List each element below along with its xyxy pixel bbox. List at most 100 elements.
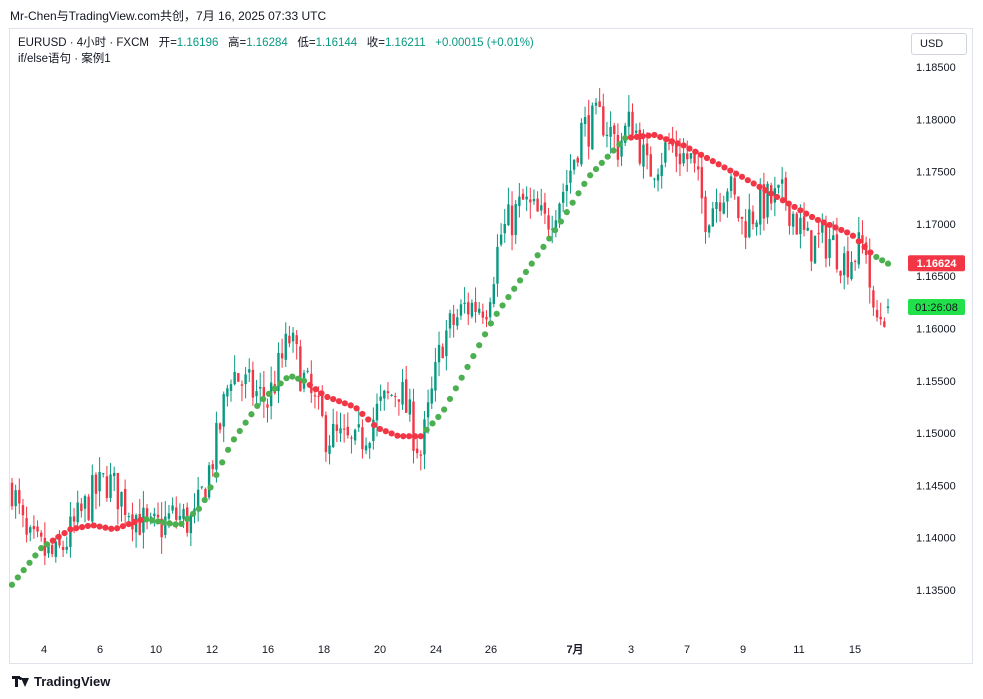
ma-dot bbox=[733, 170, 740, 177]
candle-body bbox=[700, 167, 704, 199]
candle-body bbox=[481, 311, 485, 318]
candle-body bbox=[43, 537, 47, 556]
candle-body bbox=[463, 302, 466, 304]
candle-body bbox=[240, 384, 244, 386]
ma-dot bbox=[61, 529, 68, 537]
high-value: 1.16284 bbox=[246, 37, 288, 49]
candle-body bbox=[91, 475, 94, 522]
ma-dot bbox=[435, 413, 442, 421]
ma-dot bbox=[219, 459, 226, 466]
candle-body bbox=[656, 174, 660, 181]
candle-body bbox=[839, 271, 842, 276]
indicator-label[interactable]: if/else语句 · 案例1 bbox=[18, 53, 111, 65]
candle-body bbox=[518, 196, 521, 207]
candle-body bbox=[642, 144, 645, 167]
candle-body bbox=[226, 388, 229, 397]
currency-button[interactable]: USD bbox=[911, 33, 967, 55]
ma-dot bbox=[768, 190, 775, 197]
symbol-label[interactable]: EURUSD · 4小时 · FXCM bbox=[18, 37, 149, 49]
candle-body bbox=[452, 313, 455, 325]
ma-dot bbox=[727, 167, 734, 174]
candle-body bbox=[824, 223, 828, 259]
ma-dot bbox=[417, 433, 424, 440]
candle-body bbox=[777, 184, 780, 188]
candle-body bbox=[791, 213, 795, 227]
ma-dot bbox=[657, 133, 664, 141]
ma-dot bbox=[838, 226, 845, 234]
ma-dot bbox=[540, 243, 547, 251]
candle-body bbox=[120, 491, 123, 507]
candle-body bbox=[664, 142, 667, 163]
candle-body bbox=[113, 472, 116, 477]
ma-dot bbox=[814, 216, 822, 224]
y-tick-label: 1.16500 bbox=[916, 271, 956, 283]
ma-dot bbox=[884, 260, 892, 267]
ma-dot bbox=[487, 320, 494, 327]
ma-dot bbox=[779, 197, 786, 204]
ma-dot bbox=[879, 257, 886, 264]
ma-dot bbox=[446, 395, 454, 403]
candle-body bbox=[507, 204, 510, 226]
candle-body bbox=[810, 230, 813, 262]
ma-dot bbox=[341, 400, 348, 407]
candles-group bbox=[10, 88, 890, 566]
candle-body bbox=[645, 143, 649, 156]
candle-body bbox=[237, 373, 240, 382]
candle-body bbox=[80, 503, 83, 512]
candle-body bbox=[357, 424, 360, 428]
ma-dot bbox=[476, 342, 483, 349]
candle-body bbox=[470, 302, 474, 317]
candle-body bbox=[368, 443, 371, 449]
ma-dot bbox=[289, 373, 296, 380]
ma-dot bbox=[458, 374, 465, 381]
ma-dot bbox=[347, 402, 354, 409]
ma-dot bbox=[441, 406, 448, 413]
candle-body bbox=[846, 251, 850, 278]
ma-dot bbox=[330, 396, 337, 403]
candle-body bbox=[29, 527, 32, 533]
last-price-label: 1.16624 bbox=[917, 258, 958, 270]
candle-body bbox=[102, 473, 105, 475]
ma-dot bbox=[20, 567, 27, 574]
candle-body bbox=[806, 227, 809, 231]
ma-dot bbox=[534, 252, 541, 259]
candle-body bbox=[383, 390, 386, 399]
candle-body bbox=[87, 496, 90, 520]
candle-body bbox=[123, 488, 127, 516]
candle-body bbox=[364, 445, 368, 451]
y-tick-label: 1.17000 bbox=[916, 219, 956, 231]
candle-body bbox=[346, 426, 349, 436]
candle-body bbox=[861, 235, 864, 244]
ma-dot bbox=[277, 380, 284, 387]
ma-dot bbox=[388, 430, 395, 437]
candle-body bbox=[740, 217, 744, 219]
ma-dot bbox=[8, 581, 16, 588]
candle-body bbox=[521, 193, 525, 200]
ma-dot bbox=[429, 420, 436, 427]
y-tick-label: 1.18000 bbox=[916, 114, 956, 126]
candle-body bbox=[277, 352, 280, 392]
candle-body bbox=[558, 203, 561, 222]
candle-body bbox=[182, 508, 185, 519]
candle-body bbox=[459, 304, 463, 316]
chart-header-title: Mr-Chen与TradingView.com共创，7月 16, 2025 07… bbox=[10, 9, 327, 23]
ma-dot bbox=[102, 524, 109, 531]
ma-dot bbox=[826, 221, 833, 229]
x-tick-label: 3 bbox=[628, 644, 634, 656]
ma-dot bbox=[610, 147, 617, 154]
ma-dot bbox=[832, 224, 839, 231]
candle-body bbox=[624, 125, 627, 143]
ma-dot bbox=[300, 377, 308, 384]
x-tick-label: 24 bbox=[430, 644, 442, 656]
candle-body bbox=[36, 526, 39, 532]
ma-dot bbox=[505, 294, 512, 301]
ma-dot bbox=[703, 154, 711, 162]
candle-body bbox=[204, 488, 207, 501]
ma-dot bbox=[78, 524, 86, 531]
candle-body bbox=[335, 424, 339, 432]
ma-dot bbox=[516, 277, 524, 284]
ma-dot bbox=[195, 505, 202, 512]
ma-dot bbox=[189, 510, 197, 517]
candle-body bbox=[394, 395, 397, 397]
